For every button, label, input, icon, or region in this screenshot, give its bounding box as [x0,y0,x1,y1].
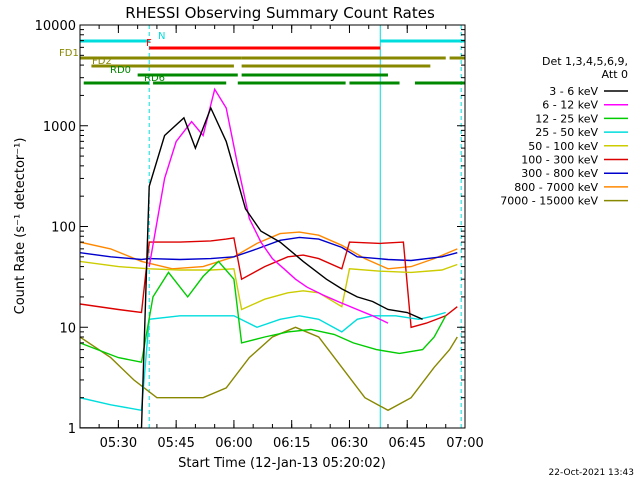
status-label-fd1: FD1 [59,48,79,59]
y-tick-label: 1000 [43,120,76,135]
legend-label: 300 - 800 keV [521,167,598,180]
legend-label: 3 - 6 keV [549,85,598,98]
legend-label: 800 - 7000 keV [514,181,598,194]
chart-title: RHESSI Observing Summary Count Rates [125,4,435,22]
status-label-f: F [146,38,152,49]
y-axis: 1 10 100 1000 10000 [35,19,465,437]
legend-label: 12 - 25 keV [535,112,598,125]
x-tick-label: 06:00 [215,436,252,451]
legend-header-line: Det 1,3,4,5,6,9, [542,55,628,68]
series-line-6-12kev [148,87,389,324]
legend-header-line: Att 0 [602,68,628,81]
footer-date: 22-Oct-2021 13:43 [549,468,634,478]
x-tick-label: 06:15 [273,436,310,451]
series-line-800-7000kev [80,231,458,270]
x-tick-label: 06:45 [388,436,425,451]
series-layer [80,87,458,428]
series-line-3-6kev [80,106,423,428]
y-tick-label: 10000 [35,19,76,34]
series-line-50-100kev [80,260,458,311]
series-line-100-300kev [80,237,458,329]
status-label-rd6: RD6 [144,73,165,84]
y-tick-label: 10 [59,321,76,336]
legend-label: 50 - 100 keV [528,140,598,153]
legend-label: 7000 - 15000 keV [500,195,598,208]
series-line-12-25kev [80,260,447,364]
legend-label: 25 - 50 keV [535,126,598,139]
x-tick-label: 07:00 [446,436,483,451]
vertical-markers [148,25,462,428]
x-tick-label: 05:30 [100,436,137,451]
legend-label: 6 - 12 keV [542,99,598,112]
y-axis-label: Count Rate (s⁻¹ detector⁻¹) [13,138,28,315]
x-tick-label: 06:30 [331,436,368,451]
legend-label: 100 - 300 keV [521,154,598,167]
status-label-fd2: FD2 [92,56,112,67]
x-axis: 05:30 05:45 06:00 06:15 06:30 06:45 07:00 [98,25,484,451]
status-label-rd0: RD0 [110,65,131,76]
status-label-n: N [158,31,165,42]
y-tick-label: 100 [51,221,76,236]
x-axis-label: Start Time (12-Jan-13 05:20:02) [178,456,386,471]
y-tick-label: 1 [68,422,76,437]
series-line-25-50kev [80,311,446,412]
x-tick-label: 05:45 [157,436,194,451]
